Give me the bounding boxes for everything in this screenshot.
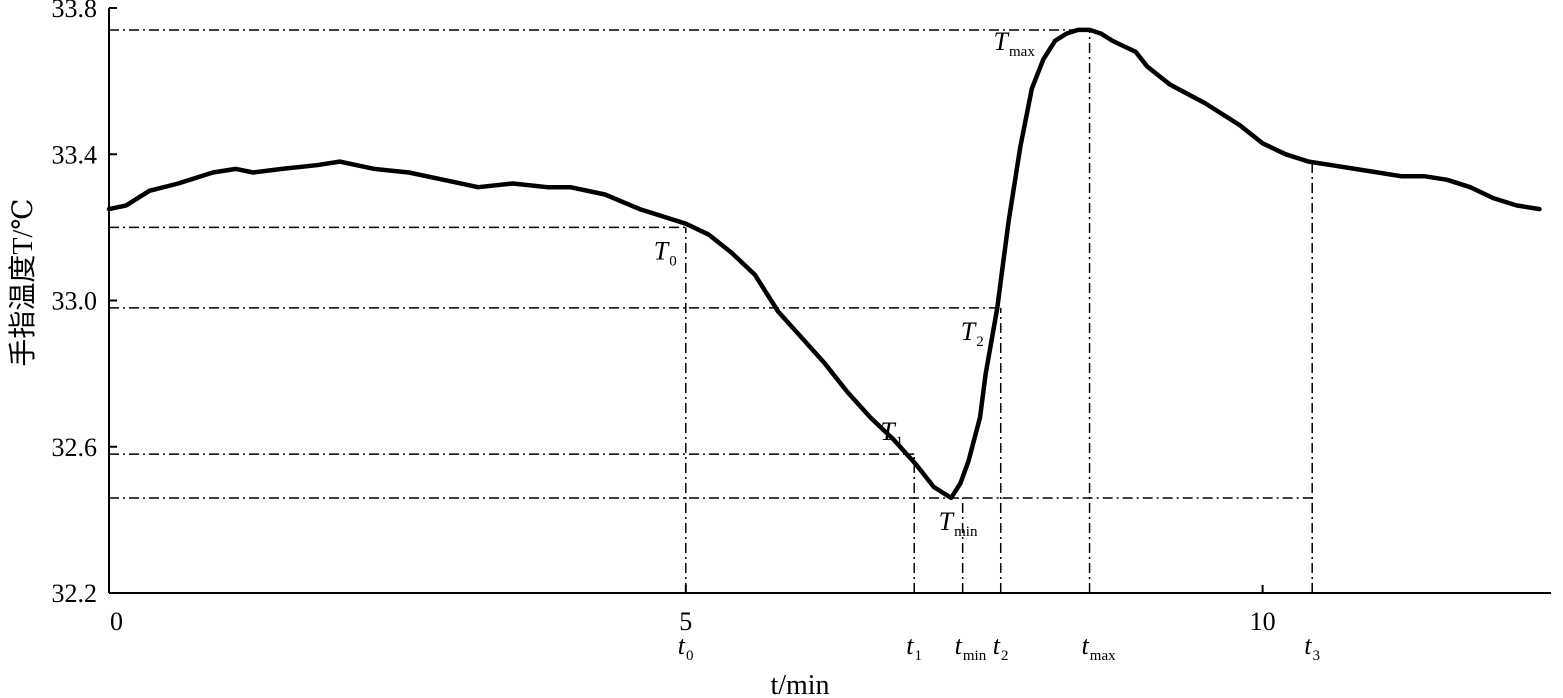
time-label-subscript: 0 [686, 648, 694, 664]
reference-lines [109, 29, 1313, 593]
point-label-T0: T0 [654, 236, 677, 269]
point-label-subscript: 2 [976, 334, 984, 350]
x-tick-label: 5 [679, 607, 692, 636]
time-label-subscript: max [1090, 648, 1116, 664]
point-label-Tmin: Tmin [939, 507, 978, 540]
point-label-subscript: 0 [669, 253, 677, 269]
point-label-subscript: max [1009, 44, 1035, 60]
point-label-subscript: min [954, 524, 978, 540]
time-label-subscript: 1 [914, 648, 922, 664]
y-tick-label: 32.2 [52, 579, 98, 608]
y-tick-label: 33.4 [52, 140, 98, 169]
x-tick-label: 0 [110, 607, 123, 636]
time-label-tmax: tmax [1082, 631, 1117, 664]
time-label-t1: t1 [906, 631, 922, 664]
y-tick-label: 32.6 [52, 433, 98, 462]
x-tick-label: 10 [1250, 607, 1276, 636]
y-tick-label: 33.0 [52, 287, 98, 316]
point-label-T2: T2 [961, 317, 984, 350]
point-label-T1: T1 [880, 417, 903, 450]
time-label-t3: t3 [1304, 631, 1320, 664]
time-label-subscript: min [963, 648, 987, 664]
time-label-tmin: tmin [955, 631, 987, 664]
time-label-subscript: 2 [1001, 648, 1009, 664]
time-label-t2: t2 [993, 631, 1009, 664]
time-label-subscript: 3 [1312, 648, 1320, 664]
series-group [106, 27, 1542, 501]
y-axis-title: 手指温度T/℃ [7, 198, 39, 366]
temperature-line [106, 27, 1542, 501]
point-label-subscript: 1 [896, 434, 904, 450]
x-axis-title: t/min [770, 670, 829, 698]
point-label-Tmax: Tmax [994, 27, 1036, 60]
y-tick-label: 33.8 [52, 0, 98, 23]
